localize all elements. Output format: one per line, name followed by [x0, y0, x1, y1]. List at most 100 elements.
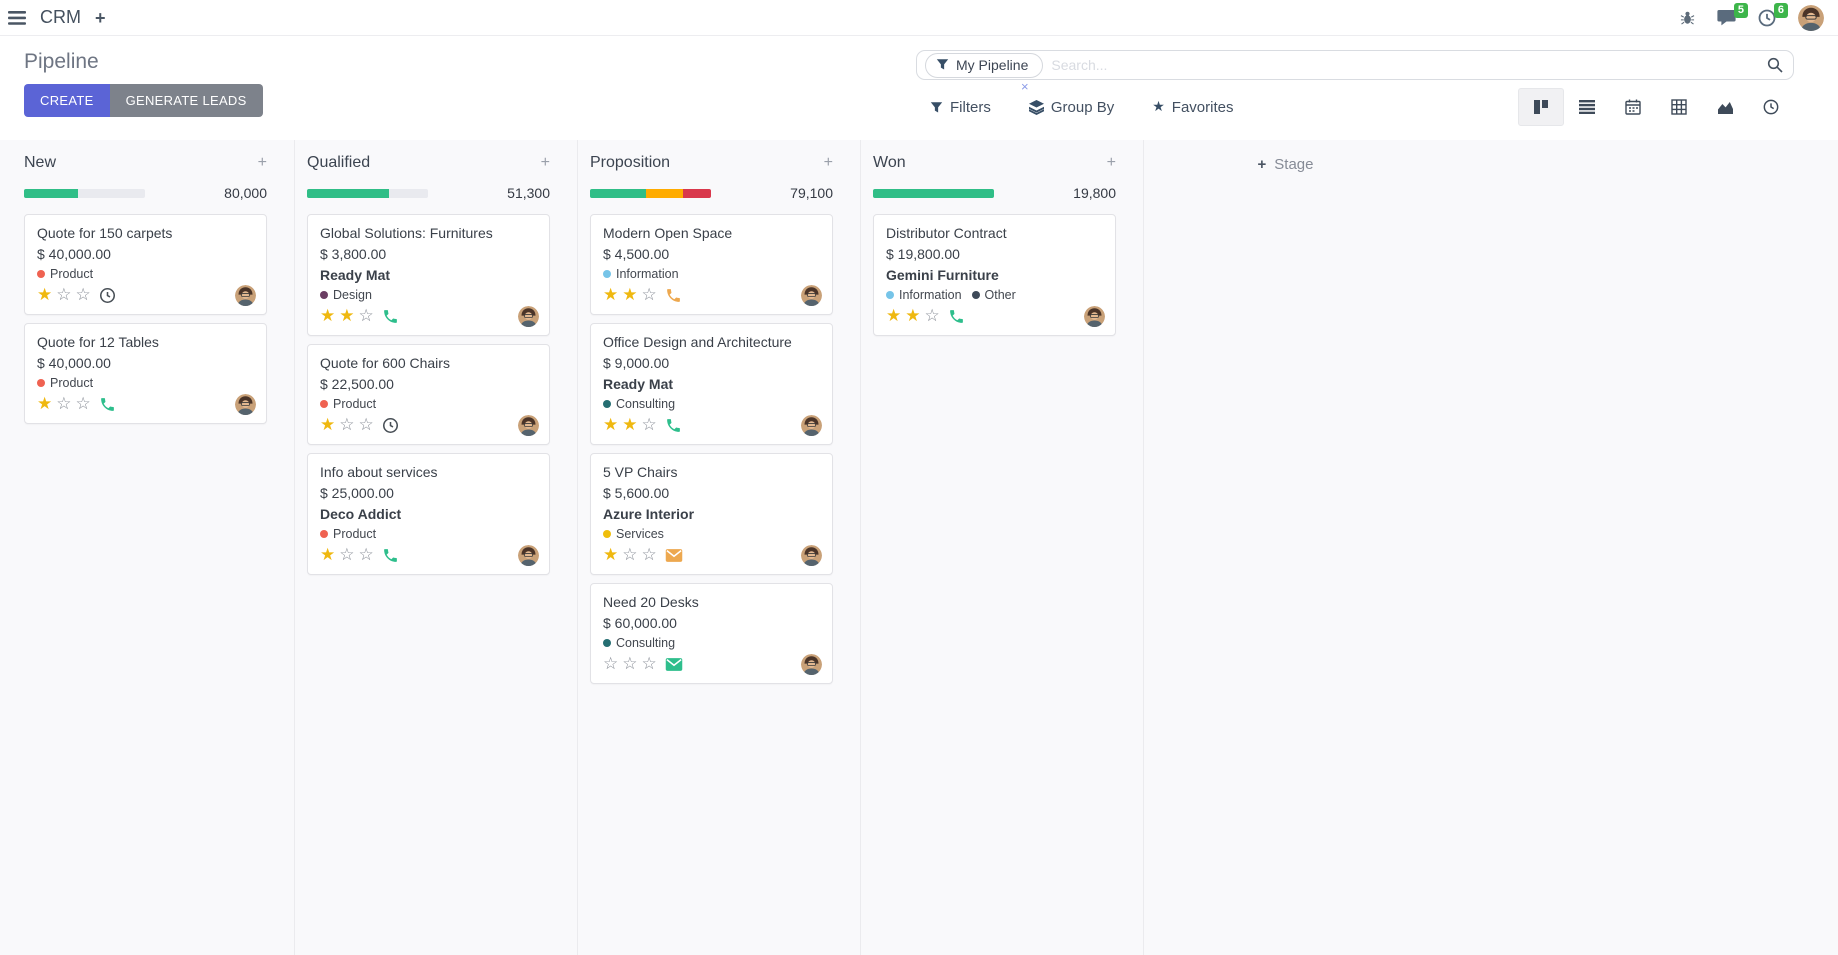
app-name[interactable]: CRM — [40, 7, 81, 27]
activity-view-button[interactable] — [1748, 88, 1794, 126]
activity-phone-icon[interactable] — [665, 417, 682, 434]
priority-star-icon[interactable]: ☆ — [603, 654, 619, 674]
activity-phone-icon[interactable] — [665, 287, 682, 304]
activities-button[interactable]: 6 — [1758, 2, 1788, 27]
column-quick-add-button[interactable]: + — [540, 154, 550, 171]
priority-star-icon[interactable]: ★ — [320, 545, 336, 565]
search-input[interactable] — [1043, 57, 1767, 73]
column-quick-add-button[interactable]: + — [257, 154, 267, 171]
group-by-button[interactable]: Group By — [1028, 99, 1114, 116]
activity-clock-icon[interactable] — [382, 417, 399, 434]
add-stage-button[interactable]: + Stage — [1258, 156, 1314, 173]
salesperson-avatar[interactable] — [801, 654, 822, 675]
column-quick-add-button[interactable]: + — [823, 154, 833, 171]
priority-star-icon[interactable]: ★ — [37, 285, 53, 305]
favorites-button[interactable]: ★ Favorites — [1152, 99, 1233, 116]
activity-phone-icon[interactable] — [99, 396, 116, 413]
progress-segment[interactable] — [307, 188, 390, 198]
salesperson-avatar[interactable] — [801, 545, 822, 566]
priority-star-icon[interactable]: ★ — [886, 306, 902, 326]
activity-clock-icon[interactable] — [99, 287, 116, 304]
kanban-card[interactable]: Office Design and Architecture $ 9,000.0… — [590, 323, 833, 445]
search-bar[interactable]: My Pipeline × — [916, 50, 1794, 93]
priority-star-icon[interactable]: ☆ — [358, 415, 374, 435]
apps-menu-button[interactable] — [8, 10, 26, 25]
priority-star-icon[interactable]: ☆ — [641, 545, 657, 565]
progress-segment[interactable] — [24, 188, 79, 198]
activity-phone-icon[interactable] — [948, 308, 965, 325]
priority-star-icon[interactable]: ★ — [622, 285, 638, 305]
search-facet[interactable]: My Pipeline — [925, 52, 1044, 78]
priority-star-icon[interactable]: ★ — [603, 545, 619, 565]
salesperson-avatar[interactable] — [518, 545, 539, 566]
activity-mail-icon[interactable] — [665, 548, 683, 563]
activity-phone-icon[interactable] — [382, 308, 399, 325]
tag-color-dot — [603, 639, 611, 647]
priority-star-icon[interactable]: ★ — [905, 306, 921, 326]
column-progressbar[interactable] — [307, 188, 428, 198]
progress-segment[interactable] — [873, 188, 994, 198]
priority-star-icon[interactable]: ★ — [622, 415, 638, 435]
priority-star-icon[interactable]: ★ — [320, 306, 336, 326]
kanban-card[interactable]: Quote for 12 Tables $ 40,000.00 Product … — [24, 323, 267, 424]
priority-star-icon[interactable]: ★ — [320, 415, 336, 435]
column-progressbar[interactable] — [24, 188, 145, 198]
search-icon[interactable] — [1767, 57, 1783, 73]
priority-star-icon[interactable]: ☆ — [56, 285, 72, 305]
column-progressbar[interactable] — [590, 188, 711, 198]
calendar-view-button[interactable] — [1610, 88, 1656, 126]
facet-remove-icon[interactable]: × — [1021, 79, 1029, 94]
salesperson-avatar[interactable] — [1084, 306, 1105, 327]
column-quick-add-button[interactable]: + — [1106, 154, 1116, 171]
filters-button[interactable]: Filters — [930, 99, 991, 116]
priority-star-icon[interactable]: ★ — [603, 415, 619, 435]
debug-button[interactable] — [1680, 10, 1695, 25]
progress-segment[interactable] — [645, 188, 684, 198]
salesperson-avatar[interactable] — [518, 415, 539, 436]
priority-star-icon[interactable]: ☆ — [358, 545, 374, 565]
kanban-view-button[interactable] — [1518, 88, 1564, 126]
priority-star-icon[interactable]: ☆ — [641, 654, 657, 674]
priority-star-icon[interactable]: ★ — [37, 394, 53, 414]
priority-star-icon[interactable]: ☆ — [339, 415, 355, 435]
kanban-card[interactable]: Need 20 Desks $ 60,000.00 Consulting ☆ ☆ ☆ — [590, 583, 833, 684]
priority-star-icon[interactable]: ☆ — [622, 545, 638, 565]
priority-star-icon[interactable]: ☆ — [75, 285, 91, 305]
priority-star-icon[interactable]: ☆ — [641, 415, 657, 435]
kanban-card[interactable]: Info about services $ 25,000.00 Deco Add… — [307, 453, 550, 575]
messages-button[interactable]: 5 — [1717, 3, 1748, 26]
salesperson-avatar[interactable] — [235, 285, 256, 306]
list-view-button[interactable] — [1564, 88, 1610, 126]
kanban-card[interactable]: Quote for 600 Chairs $ 22,500.00 Product… — [307, 344, 550, 445]
priority-star-icon[interactable]: ☆ — [56, 394, 72, 414]
salesperson-avatar[interactable] — [801, 285, 822, 306]
generate-leads-button[interactable]: GENERATE LEADS — [109, 84, 263, 117]
activity-phone-icon[interactable] — [382, 547, 399, 564]
priority-star-icon[interactable]: ☆ — [339, 545, 355, 565]
salesperson-avatar[interactable] — [801, 415, 822, 436]
pivot-view-button[interactable] — [1656, 88, 1702, 126]
create-button[interactable]: CREATE — [24, 84, 110, 117]
priority-star-icon[interactable]: ☆ — [358, 306, 374, 326]
salesperson-avatar[interactable] — [235, 394, 256, 415]
graph-view-button[interactable] — [1702, 88, 1748, 126]
kanban-card[interactable]: Global Solutions: Furnitures $ 3,800.00 … — [307, 214, 550, 336]
priority-star-icon[interactable]: ☆ — [75, 394, 91, 414]
user-menu-button[interactable] — [1798, 4, 1824, 31]
progress-segment[interactable] — [590, 188, 646, 198]
activity-mail-icon[interactable] — [665, 657, 683, 672]
kanban-card[interactable]: Distributor Contract $ 19,800.00 Gemini … — [873, 214, 1116, 336]
column-header: Qualified + — [307, 154, 550, 172]
priority-star-icon[interactable]: ☆ — [641, 285, 657, 305]
priority-star-icon[interactable]: ☆ — [622, 654, 638, 674]
add-menu-button[interactable]: + — [95, 9, 106, 27]
kanban-card[interactable]: Quote for 150 carpets $ 40,000.00 Produc… — [24, 214, 267, 315]
priority-star-icon[interactable]: ★ — [339, 306, 355, 326]
kanban-card[interactable]: Modern Open Space $ 4,500.00 Information… — [590, 214, 833, 315]
salesperson-avatar[interactable] — [518, 306, 539, 327]
priority-star-icon[interactable]: ★ — [603, 285, 619, 305]
kanban-card[interactable]: 5 VP Chairs $ 5,600.00 Azure Interior Se… — [590, 453, 833, 575]
column-progressbar[interactable] — [873, 188, 994, 198]
progress-segment[interactable] — [683, 188, 711, 198]
priority-star-icon[interactable]: ☆ — [924, 306, 940, 326]
